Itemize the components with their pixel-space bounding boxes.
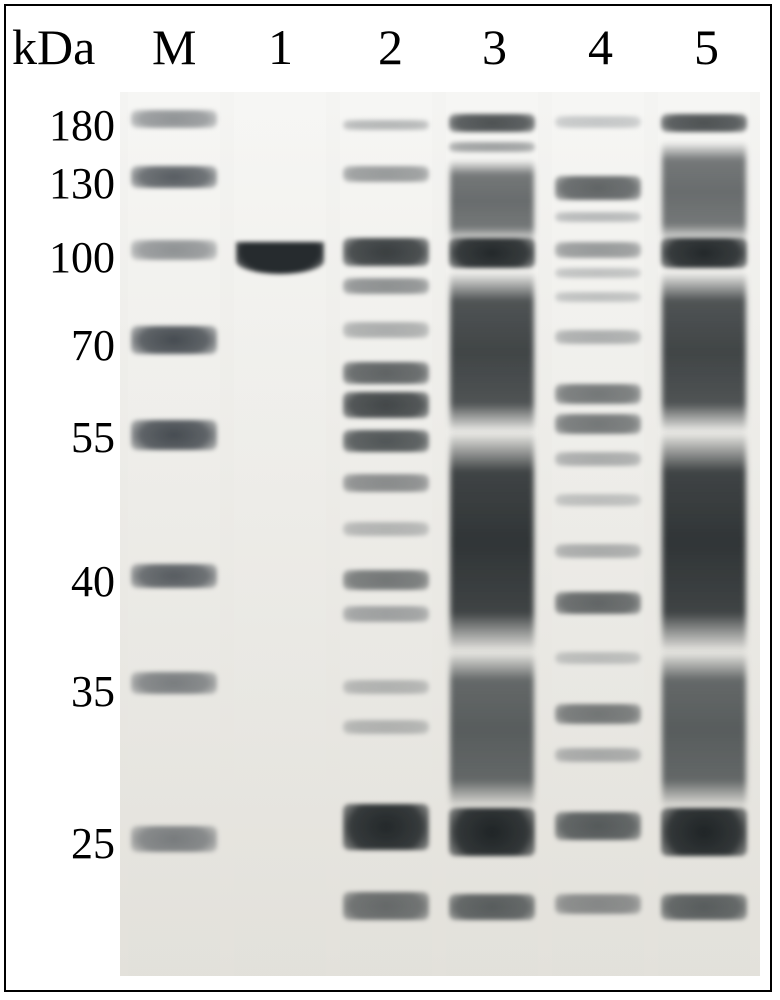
marker-label-100: 100 bbox=[10, 232, 115, 283]
lane-4-band-12 bbox=[555, 592, 641, 614]
marker-band-180 bbox=[131, 110, 217, 128]
lane-2-band-14 bbox=[343, 804, 429, 850]
lane-header-2: 2 bbox=[378, 18, 403, 76]
lane-1 bbox=[234, 92, 326, 976]
lane-4-band-17 bbox=[555, 894, 641, 914]
lane-2-band-7 bbox=[343, 430, 429, 452]
marker-band-55 bbox=[131, 420, 217, 450]
lane-4-band-1 bbox=[555, 176, 641, 200]
marker-band-35 bbox=[131, 672, 217, 694]
marker-band-40 bbox=[131, 564, 217, 588]
lane-4-band-4 bbox=[555, 268, 641, 278]
lane-3-band-3 bbox=[449, 808, 535, 856]
lane-5-smear bbox=[662, 432, 747, 652]
lane-5-band-3 bbox=[661, 894, 747, 920]
lane-5-smear bbox=[662, 272, 747, 432]
lane-2-band-6 bbox=[343, 392, 429, 418]
lane-1-band-0 bbox=[236, 242, 324, 274]
marker-label-40: 40 bbox=[10, 556, 115, 607]
lane-4-band-5 bbox=[555, 292, 641, 302]
marker-lane-header: M bbox=[152, 18, 196, 76]
lane-4 bbox=[552, 92, 644, 976]
marker-label-25: 25 bbox=[10, 818, 115, 869]
lane-4-band-16 bbox=[555, 812, 641, 840]
marker-label-180: 180 bbox=[10, 100, 115, 151]
lane-3-smear bbox=[450, 272, 535, 432]
lane-2 bbox=[340, 92, 432, 976]
marker-label-130: 130 bbox=[10, 158, 115, 209]
lane-4-band-3 bbox=[555, 242, 641, 258]
lane-2-band-8 bbox=[343, 474, 429, 492]
lane-4-band-13 bbox=[555, 652, 641, 664]
lane-header-5: 5 bbox=[694, 18, 719, 76]
lane-2-band-4 bbox=[343, 322, 429, 338]
lane-3-smear bbox=[450, 652, 535, 808]
lane-4-band-11 bbox=[555, 544, 641, 558]
lane-2-band-12 bbox=[343, 680, 429, 694]
lane-2-band-11 bbox=[343, 606, 429, 622]
marker-label-35: 35 bbox=[10, 666, 115, 717]
lane-3-band-4 bbox=[449, 894, 535, 920]
lane-2-band-3 bbox=[343, 278, 429, 294]
lane-2-band-2 bbox=[343, 238, 429, 266]
lane-3-smear bbox=[450, 160, 535, 242]
lane-4-band-0 bbox=[555, 116, 641, 128]
unit-label: kDa bbox=[12, 18, 95, 76]
lane-2-band-9 bbox=[343, 522, 429, 536]
lane-4-band-2 bbox=[555, 212, 641, 222]
lane-header-row: kDa M 1 2 3 4 5 bbox=[0, 18, 780, 78]
lane-2-band-0 bbox=[343, 120, 429, 130]
lane-M bbox=[128, 92, 220, 976]
marker-label-55: 55 bbox=[10, 412, 115, 463]
lane-5-band-2 bbox=[661, 808, 747, 856]
marker-band-25 bbox=[131, 826, 217, 852]
lane-4-band-8 bbox=[555, 414, 641, 434]
lane-3-smear bbox=[450, 432, 535, 652]
gel-area bbox=[120, 92, 760, 976]
lane-2-band-15 bbox=[343, 892, 429, 920]
lane-4-band-7 bbox=[555, 384, 641, 404]
marker-band-70 bbox=[131, 326, 217, 354]
lane-3 bbox=[446, 92, 538, 976]
lane-header-1: 1 bbox=[268, 18, 293, 76]
lane-3-band-0 bbox=[449, 114, 535, 132]
marker-label-70: 70 bbox=[10, 320, 115, 371]
lane-3-band-1 bbox=[449, 142, 535, 152]
lane-2-band-13 bbox=[343, 720, 429, 734]
lane-3-band-2 bbox=[449, 238, 535, 268]
lane-4-band-9 bbox=[555, 452, 641, 466]
lane-4-band-10 bbox=[555, 494, 641, 506]
gel-figure: kDa M 1 2 3 4 5 180 130 100 70 55 40 35 … bbox=[0, 0, 780, 1000]
lane-5 bbox=[658, 92, 750, 976]
lane-2-band-10 bbox=[343, 570, 429, 590]
lane-5-band-1 bbox=[661, 238, 747, 268]
lane-5-smear bbox=[662, 652, 747, 808]
marker-band-130 bbox=[131, 166, 217, 188]
lane-4-band-6 bbox=[555, 330, 641, 344]
lane-5-band-0 bbox=[661, 114, 747, 132]
lane-header-4: 4 bbox=[588, 18, 613, 76]
lane-header-3: 3 bbox=[482, 18, 507, 76]
marker-band-100 bbox=[131, 240, 217, 260]
lane-5-smear bbox=[662, 142, 747, 242]
lane-2-band-1 bbox=[343, 166, 429, 182]
lane-4-band-14 bbox=[555, 704, 641, 724]
lane-2-band-5 bbox=[343, 362, 429, 384]
lane-4-band-15 bbox=[555, 748, 641, 762]
